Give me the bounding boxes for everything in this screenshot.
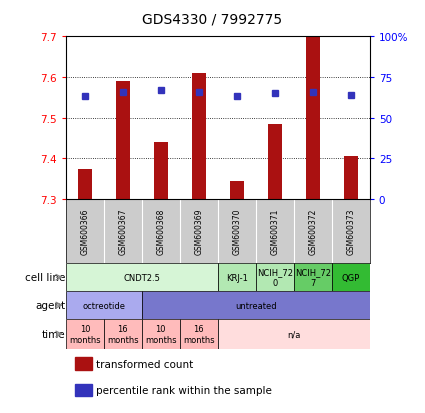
Bar bbox=[268, 124, 282, 199]
FancyBboxPatch shape bbox=[66, 263, 218, 292]
Bar bbox=[78, 169, 92, 199]
Text: GSM600372: GSM600372 bbox=[308, 209, 317, 255]
FancyBboxPatch shape bbox=[180, 319, 218, 349]
Text: GSM600369: GSM600369 bbox=[194, 209, 203, 255]
Text: octreotide: octreotide bbox=[82, 301, 125, 310]
FancyBboxPatch shape bbox=[142, 292, 370, 319]
Text: GSM600370: GSM600370 bbox=[232, 209, 241, 255]
FancyBboxPatch shape bbox=[142, 319, 180, 349]
Text: KRJ-1: KRJ-1 bbox=[226, 273, 248, 282]
Bar bbox=[75, 358, 92, 370]
FancyBboxPatch shape bbox=[104, 319, 142, 349]
Text: 10
months: 10 months bbox=[145, 325, 177, 344]
Bar bbox=[116, 82, 130, 199]
Text: NCIH_72
7: NCIH_72 7 bbox=[295, 268, 331, 287]
Text: percentile rank within the sample: percentile rank within the sample bbox=[96, 385, 272, 395]
Text: 16
months: 16 months bbox=[107, 325, 139, 344]
Text: agent: agent bbox=[35, 300, 65, 310]
Text: QGP: QGP bbox=[342, 273, 360, 282]
Text: untreated: untreated bbox=[235, 301, 277, 310]
Bar bbox=[306, 37, 320, 199]
FancyBboxPatch shape bbox=[332, 263, 370, 292]
FancyBboxPatch shape bbox=[218, 263, 256, 292]
Text: transformed count: transformed count bbox=[96, 358, 193, 369]
FancyBboxPatch shape bbox=[256, 263, 294, 292]
Bar bbox=[192, 74, 206, 199]
Text: 10
months: 10 months bbox=[69, 325, 101, 344]
Text: CNDT2.5: CNDT2.5 bbox=[123, 273, 160, 282]
Bar bbox=[75, 384, 92, 396]
Text: GSM600368: GSM600368 bbox=[156, 209, 165, 255]
FancyBboxPatch shape bbox=[66, 319, 104, 349]
Bar bbox=[343, 157, 358, 199]
Text: cell line: cell line bbox=[25, 273, 65, 282]
FancyBboxPatch shape bbox=[66, 292, 142, 319]
Text: GSM600373: GSM600373 bbox=[346, 209, 355, 255]
Text: 16
months: 16 months bbox=[183, 325, 215, 344]
Text: GSM600366: GSM600366 bbox=[80, 209, 89, 255]
FancyBboxPatch shape bbox=[218, 319, 370, 349]
Text: time: time bbox=[42, 329, 65, 339]
Bar bbox=[153, 143, 168, 199]
Text: NCIH_72
0: NCIH_72 0 bbox=[257, 268, 293, 287]
Text: GSM600371: GSM600371 bbox=[270, 209, 279, 255]
Text: GSM600367: GSM600367 bbox=[118, 209, 127, 255]
Bar bbox=[230, 181, 244, 199]
FancyBboxPatch shape bbox=[294, 263, 332, 292]
Text: n/a: n/a bbox=[287, 330, 300, 339]
Text: GDS4330 / 7992775: GDS4330 / 7992775 bbox=[142, 13, 283, 27]
